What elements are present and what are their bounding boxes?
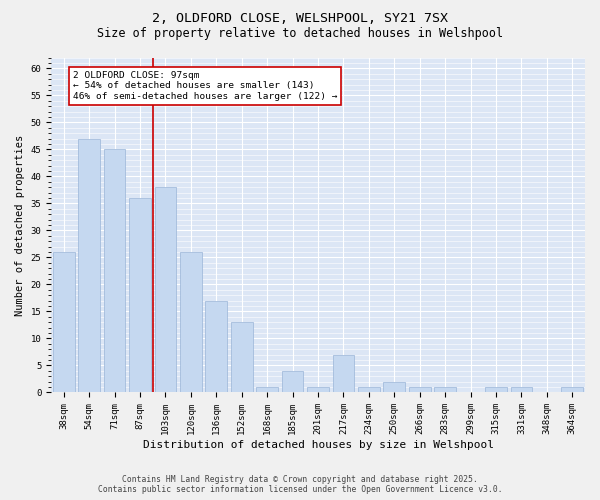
Bar [358,387,380,392]
Bar [104,150,125,392]
Bar [383,382,405,392]
Bar [485,387,507,392]
Bar [434,387,456,392]
Text: Contains HM Land Registry data © Crown copyright and database right 2025.
Contai: Contains HM Land Registry data © Crown c… [98,474,502,494]
Bar [307,387,329,392]
Bar [332,354,354,393]
Bar [155,187,176,392]
Bar [256,387,278,392]
Bar [79,138,100,392]
Text: Size of property relative to detached houses in Welshpool: Size of property relative to detached ho… [97,28,503,40]
Bar [562,387,583,392]
Bar [180,252,202,392]
Bar [409,387,431,392]
Bar [53,252,74,392]
Bar [282,371,304,392]
Bar [205,300,227,392]
Text: 2, OLDFORD CLOSE, WELSHPOOL, SY21 7SX: 2, OLDFORD CLOSE, WELSHPOOL, SY21 7SX [152,12,448,26]
Bar [129,198,151,392]
Text: 2 OLDFORD CLOSE: 97sqm
← 54% of detached houses are smaller (143)
46% of semi-de: 2 OLDFORD CLOSE: 97sqm ← 54% of detached… [73,71,337,101]
Bar [231,322,253,392]
X-axis label: Distribution of detached houses by size in Welshpool: Distribution of detached houses by size … [143,440,494,450]
Bar [511,387,532,392]
Y-axis label: Number of detached properties: Number of detached properties [15,134,25,316]
